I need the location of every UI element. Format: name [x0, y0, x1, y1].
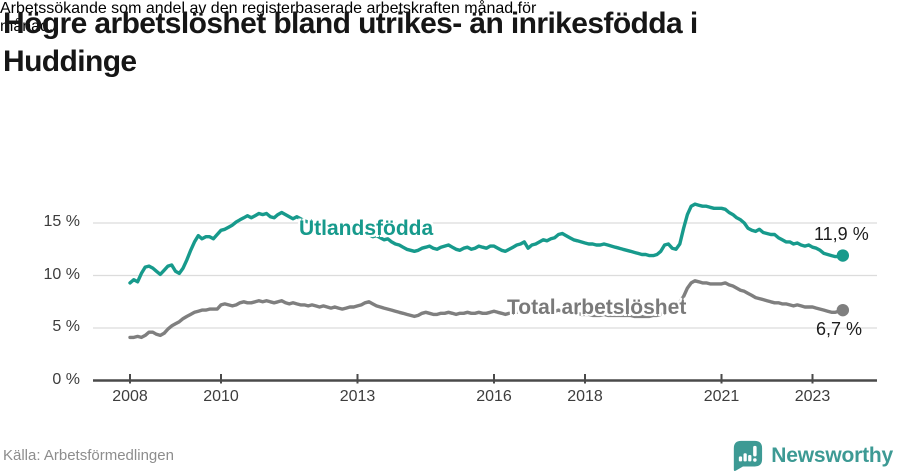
newsworthy-logo: Newsworthy	[732, 440, 893, 471]
source-note: Källa: Arbetsförmedlingen	[3, 447, 174, 464]
page-title: Högre arbetslöshet bland utrikes- än inr…	[3, 5, 698, 81]
x-tick-label: 2013	[339, 388, 376, 405]
series-line-total	[128, 279, 845, 340]
x-tick-label: 2018	[567, 388, 603, 405]
chart-header: Högre arbetslöshet bland utrikes- än inr…	[0, 0, 900, 78]
newsworthy-logo-text: Newsworthy	[771, 443, 893, 467]
page-subtitle-line2: månad.	[0, 18, 54, 35]
x-tick-label: 2016	[476, 388, 512, 405]
series-label-total-arbetsloshet: Total arbetslöshet	[507, 296, 687, 319]
y-tick-label: 0 %	[52, 370, 80, 388]
newsworthy-logo-icon	[734, 440, 763, 471]
x-tick-label: 2023	[794, 388, 831, 405]
x-tick-label: 2010	[203, 388, 239, 405]
x-tick-label: 2021	[703, 388, 740, 405]
series-end-dot-total	[836, 303, 850, 317]
series-end-dot-utlandsfodda	[836, 249, 850, 262]
page-title-line1: Högre arbetslöshet bland utrikes- än inr…	[3, 7, 698, 40]
series-line-utlandsfodda	[128, 202, 845, 285]
y-tick-label: 15 %	[43, 213, 80, 230]
page-title-line2: Huddinge	[3, 45, 137, 78]
page-subtitle-line1: Arbetssökande som andel av den registerb…	[0, 0, 537, 17]
end-value-total: 6,7 %	[816, 319, 863, 339]
x-tick-label: 2008	[112, 388, 148, 405]
y-tick-label: 5 %	[52, 318, 80, 335]
end-value-utlandsfodda: 11,9 %	[814, 224, 869, 244]
y-tick-label: 10 %	[43, 265, 80, 283]
series-label-utlandsfodda: Utlandsfödda	[299, 217, 434, 240]
